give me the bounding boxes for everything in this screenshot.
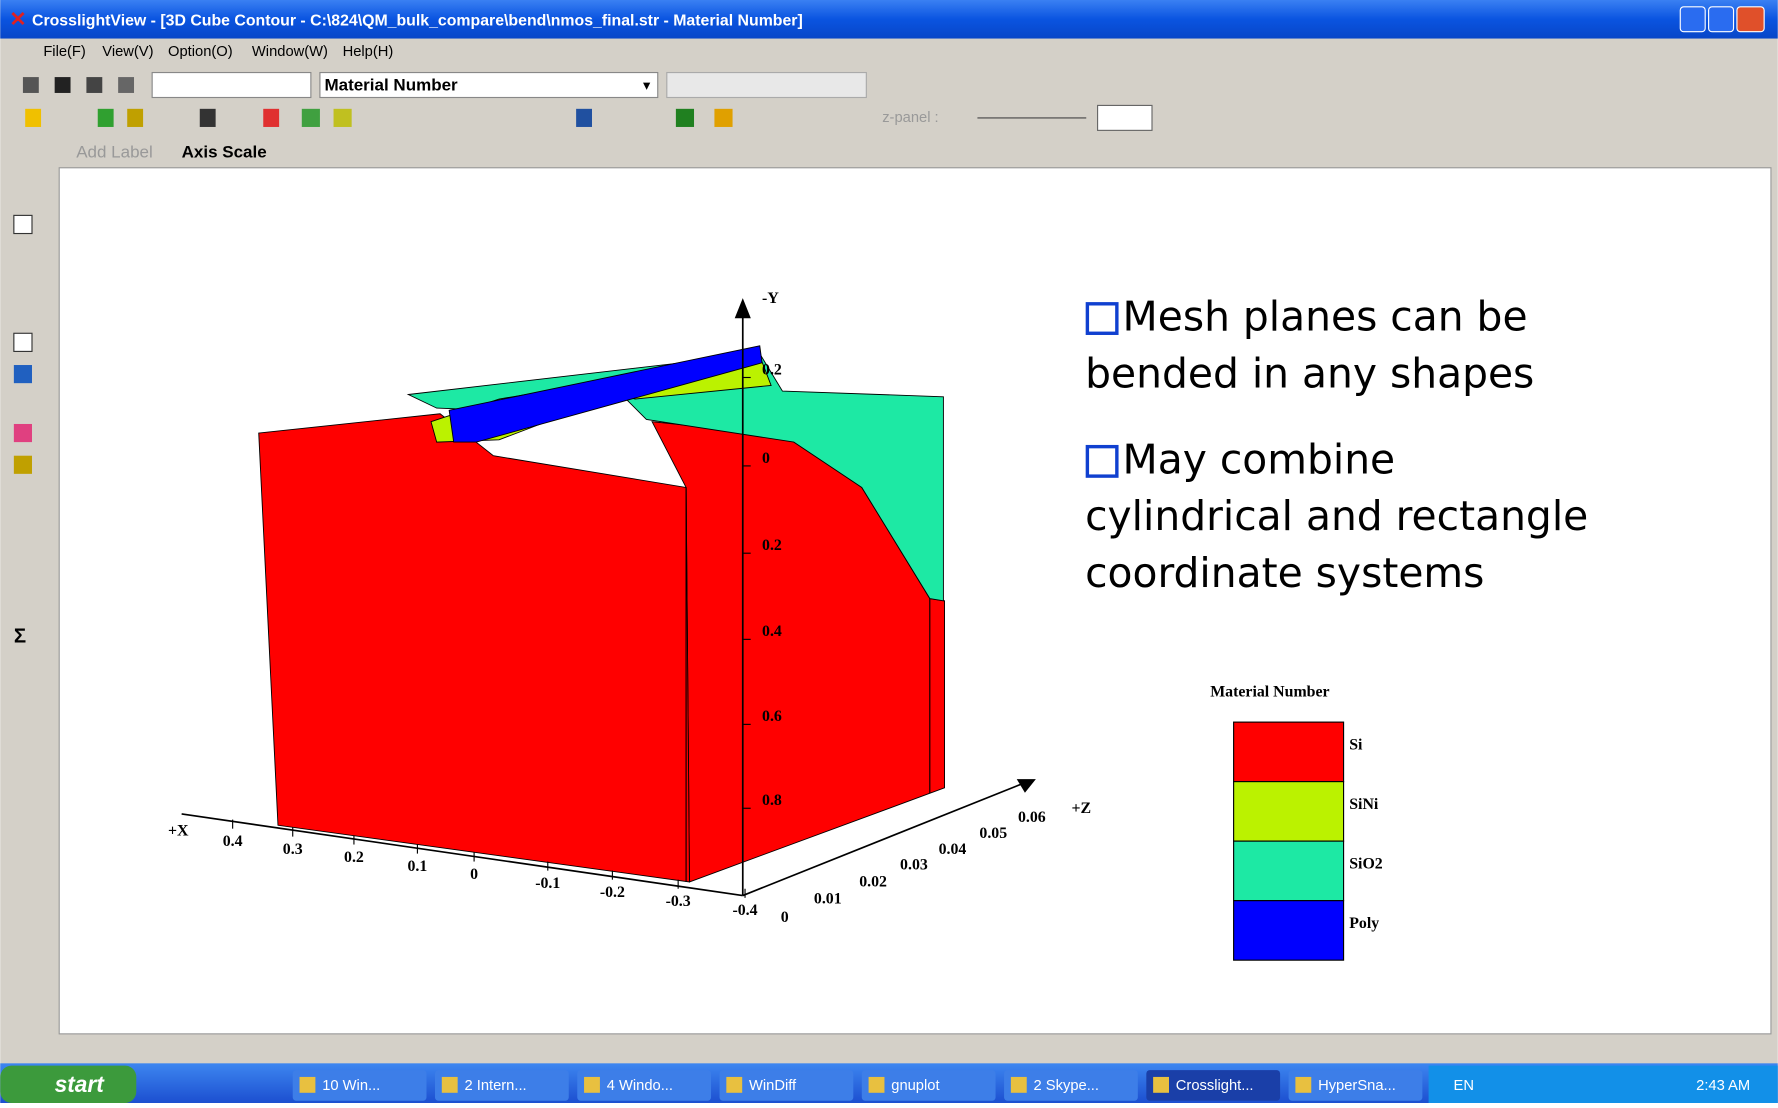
task-icon bbox=[1011, 1077, 1027, 1093]
app-icon: ✕ bbox=[9, 9, 26, 31]
close-button[interactable] bbox=[1737, 7, 1764, 32]
task-icon bbox=[726, 1077, 742, 1093]
disabled-dropdown bbox=[667, 73, 867, 98]
x-tick-label: -0.4 bbox=[732, 902, 757, 919]
task-icon bbox=[869, 1077, 885, 1093]
z-tick-label: 0.03 bbox=[900, 857, 928, 874]
task-icon bbox=[584, 1077, 600, 1093]
x-tick-label: 0 bbox=[470, 866, 478, 883]
svg-text:Σ: Σ bbox=[14, 625, 26, 647]
task-label: gnuplot bbox=[891, 1078, 939, 1094]
z-tick-label: 0.06 bbox=[1018, 809, 1046, 826]
x-tick-label: 0.4 bbox=[223, 833, 243, 850]
menu-item[interactable]: Window(W) bbox=[252, 44, 328, 60]
note-text: Mesh planes can be bbox=[1123, 293, 1528, 341]
note-text: coordinate systems bbox=[1085, 549, 1484, 597]
y-tick-label: 0.8 bbox=[762, 792, 782, 809]
x-axis-label: +X bbox=[168, 823, 189, 840]
task-icon bbox=[1153, 1077, 1169, 1093]
task-label: Crosslight... bbox=[1176, 1078, 1254, 1094]
x-tick-label: -0.3 bbox=[666, 893, 691, 910]
legend-label: Poly bbox=[1349, 915, 1379, 932]
window-title: CrosslightView - [3D Cube Contour - C:\8… bbox=[32, 13, 803, 30]
z-tick-label: 0.01 bbox=[814, 891, 842, 908]
z-tick-label: 0.05 bbox=[979, 825, 1007, 842]
task-label: 4 Windo... bbox=[607, 1078, 673, 1094]
z-tick-label: 0.04 bbox=[939, 841, 967, 858]
menu-item[interactable]: File(F) bbox=[43, 44, 86, 60]
y-axis-label: -Y bbox=[762, 290, 779, 307]
task-label: HyperSna... bbox=[1318, 1078, 1396, 1094]
legend-label: SiO2 bbox=[1349, 856, 1383, 873]
legend-swatch bbox=[1234, 841, 1344, 901]
dropdown-arrow: ▾ bbox=[643, 78, 651, 94]
legend-label: Si bbox=[1349, 737, 1363, 754]
z-tick-label: 0 bbox=[781, 909, 789, 926]
note-text: bended in any shapes bbox=[1085, 349, 1534, 397]
note-text: cylindrical and rectangle bbox=[1085, 492, 1588, 540]
x-tick-label: 0.2 bbox=[344, 849, 364, 866]
legend-swatch bbox=[1234, 722, 1344, 782]
clock: 2:43 AM bbox=[1696, 1078, 1750, 1094]
x-tick-label: -0.2 bbox=[600, 884, 625, 901]
legend-swatch bbox=[1234, 901, 1344, 961]
task-icon bbox=[300, 1077, 316, 1093]
y-tick-label: 0.6 bbox=[762, 708, 782, 725]
material-dropdown-text: Material Number bbox=[324, 76, 458, 95]
add-label-button[interactable]: Add Label bbox=[76, 143, 153, 162]
task-label: 2 Intern... bbox=[464, 1078, 526, 1094]
page: ✕ CrosslightView - [3D Cube Contour - C:… bbox=[0, 0, 1778, 1103]
legend-swatch bbox=[1234, 782, 1344, 842]
task-icon bbox=[1295, 1077, 1311, 1093]
x-tick-label: 0.3 bbox=[283, 841, 303, 858]
task-label: 2 Skype... bbox=[1034, 1078, 1099, 1094]
legend-label: SiNi bbox=[1349, 796, 1379, 813]
axis-scale-button[interactable]: Axis Scale bbox=[182, 143, 267, 162]
z-panel-label: z-panel : bbox=[882, 110, 938, 126]
x-tick-label: 0.1 bbox=[408, 858, 428, 875]
start-label: start bbox=[55, 1071, 106, 1097]
z-axis-label: +Z bbox=[1072, 800, 1092, 817]
y-tick-label: 0 bbox=[762, 450, 770, 467]
z-panel-input[interactable] bbox=[1098, 105, 1152, 130]
menu-item[interactable]: Help(H) bbox=[343, 44, 394, 60]
minimize-button[interactable] bbox=[1680, 7, 1705, 32]
empty-dropdown[interactable] bbox=[152, 73, 311, 98]
note-text: May combine bbox=[1123, 436, 1396, 484]
menu-item[interactable]: View(V) bbox=[102, 44, 153, 60]
maximize-button[interactable] bbox=[1709, 7, 1734, 32]
y-tick-label: 0.2 bbox=[762, 537, 782, 554]
x-tick-label: -0.1 bbox=[535, 875, 560, 892]
task-label: 10 Win... bbox=[322, 1078, 380, 1094]
task-icon bbox=[442, 1077, 458, 1093]
z-tick-label: 0.02 bbox=[859, 874, 887, 891]
screen: ✕ CrosslightView - [3D Cube Contour - C:… bbox=[0, 0, 1778, 1103]
legend-title: Material Number bbox=[1210, 683, 1329, 700]
task-label: WinDiff bbox=[749, 1078, 797, 1094]
y-tick-label: 0.2 bbox=[762, 361, 782, 378]
language: EN bbox=[1454, 1078, 1474, 1094]
menu-item[interactable]: Option(O) bbox=[168, 44, 233, 60]
y-tick-label: 0.4 bbox=[762, 623, 782, 640]
